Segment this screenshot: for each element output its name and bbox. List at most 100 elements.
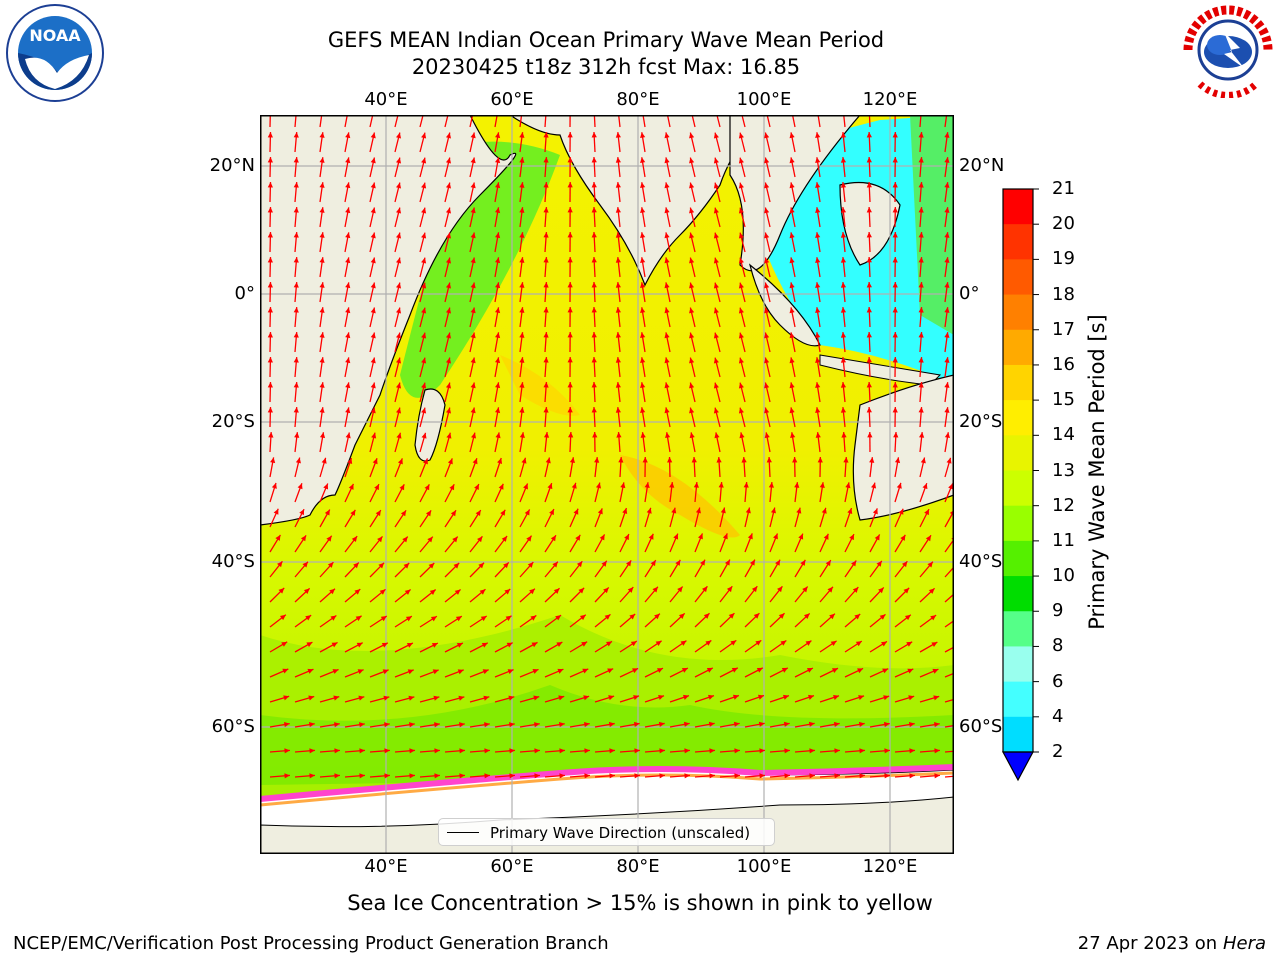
wave-vector-head bbox=[568, 432, 574, 438]
wave-vector-head bbox=[403, 562, 410, 569]
wave-vector-head bbox=[421, 332, 427, 339]
wave-vector-head bbox=[733, 721, 740, 727]
wave-vector-head bbox=[866, 357, 872, 363]
wave-vector-head bbox=[579, 614, 586, 621]
wave-vector-head bbox=[640, 407, 646, 414]
wave-vector-head bbox=[449, 484, 455, 491]
wave-vector-head bbox=[738, 282, 744, 289]
wave-vector-head bbox=[329, 588, 335, 595]
wave-vector-head bbox=[808, 721, 815, 727]
wave-vector-head bbox=[751, 586, 758, 593]
lon-tick-top-100e: 100°E bbox=[736, 89, 792, 110]
wave-vector-head bbox=[615, 357, 621, 363]
wave-vector bbox=[666, 115, 671, 128]
wave-vector-head bbox=[689, 432, 695, 439]
wave-vector-head bbox=[871, 482, 877, 489]
colorbar-segment bbox=[1003, 364, 1033, 401]
wave-vector-head bbox=[319, 307, 325, 313]
lat-tick-right-20s: 20°S bbox=[959, 411, 1003, 432]
wave-vector-head bbox=[866, 407, 872, 413]
wave-vector-head bbox=[944, 182, 950, 188]
wave-vector-head bbox=[370, 257, 376, 264]
wave-vector-head bbox=[595, 482, 602, 489]
lat-tick-left-40s: 40°S bbox=[211, 551, 255, 572]
wave-vector-head bbox=[738, 307, 744, 314]
wave-vector-head bbox=[627, 587, 634, 593]
wave-vector-head bbox=[495, 307, 501, 314]
wave-vector-head bbox=[484, 748, 490, 754]
wave-vector-head bbox=[898, 508, 904, 515]
wave-vector-head bbox=[503, 562, 509, 569]
wave-vector-head bbox=[803, 613, 810, 620]
wave-vector-head bbox=[267, 382, 273, 388]
wave-vector-head bbox=[815, 232, 821, 238]
wave-vector-head bbox=[768, 482, 774, 488]
wave-vector-head bbox=[634, 773, 640, 779]
wave-vector-head bbox=[427, 536, 433, 543]
wave-vector bbox=[944, 672, 954, 678]
wave-vector-head bbox=[815, 357, 821, 363]
wave-vector-head bbox=[306, 642, 313, 648]
wave-vector-head bbox=[944, 207, 950, 213]
wave-vector-head bbox=[724, 559, 730, 566]
colorbar-tick-label: 12 bbox=[1052, 494, 1075, 516]
wave-vector-head bbox=[918, 382, 924, 388]
wave-vector-head bbox=[519, 332, 525, 338]
wave-vector-head bbox=[480, 616, 487, 622]
wave-vector-head bbox=[933, 695, 940, 701]
wave-vector-head bbox=[901, 561, 908, 568]
lat-tick-left-20s: 20°S bbox=[211, 411, 255, 432]
wave-vector bbox=[593, 115, 596, 128]
wave-vector-head bbox=[800, 559, 806, 566]
wave-vector-head bbox=[405, 616, 412, 622]
wave-vector-head bbox=[581, 641, 588, 647]
wave-vector-head bbox=[700, 559, 706, 566]
wave-vector-head bbox=[630, 641, 637, 647]
wave-vector-head bbox=[470, 357, 476, 364]
wave-vector-head bbox=[591, 307, 597, 313]
colorbar-segment bbox=[1003, 716, 1033, 753]
wave-vector-head bbox=[270, 457, 276, 464]
wave-vector-head bbox=[543, 207, 549, 213]
wave-vector-head bbox=[739, 432, 745, 439]
colorbar-segment bbox=[1003, 681, 1033, 718]
wave-vector-head bbox=[293, 382, 299, 388]
wave-vector-head bbox=[345, 207, 351, 214]
wave-vector-head bbox=[345, 282, 351, 289]
wave-vector-head bbox=[395, 382, 402, 389]
wave-vector-head bbox=[348, 483, 354, 490]
wave-vector-head bbox=[495, 232, 501, 239]
wave-vector-head bbox=[708, 721, 715, 727]
wave-vector-head bbox=[519, 132, 525, 138]
wave-vector-head bbox=[753, 613, 760, 619]
wave-vector-head bbox=[706, 667, 713, 673]
wave-vector-head bbox=[294, 432, 300, 438]
wave-vector-head bbox=[319, 407, 325, 413]
wave-vector bbox=[944, 565, 954, 578]
wave-vector-head bbox=[283, 695, 290, 701]
wave-vector-head bbox=[604, 614, 611, 620]
wave-vector-head bbox=[840, 257, 847, 263]
wave-vector-head bbox=[370, 232, 376, 239]
wave-vector-head bbox=[892, 157, 898, 163]
wave-vector-head bbox=[495, 432, 501, 439]
wave-vector-head bbox=[713, 307, 719, 314]
wave-vector bbox=[419, 115, 424, 128]
wave-vector-head bbox=[749, 559, 755, 566]
wave-vector-head bbox=[664, 257, 670, 264]
wave-vector-head bbox=[395, 157, 402, 164]
wave-vector-head bbox=[757, 694, 764, 700]
wave-vector-head bbox=[892, 382, 898, 388]
wave-vector-head bbox=[689, 382, 695, 389]
wave-vector-head bbox=[556, 642, 563, 648]
colorbar-tick-label: 16 bbox=[1052, 353, 1075, 375]
wave-vector-head bbox=[789, 232, 795, 239]
wave-vector-head bbox=[866, 132, 872, 138]
wave-vector-head bbox=[756, 667, 763, 673]
wave-vector-head bbox=[395, 357, 402, 364]
wave-vector-head bbox=[573, 508, 579, 515]
colorbar-segment bbox=[1003, 294, 1033, 331]
colorbar-tick-label: 20 bbox=[1052, 213, 1075, 235]
wave-vector-head bbox=[458, 695, 465, 701]
wave-vector-head bbox=[470, 307, 476, 314]
